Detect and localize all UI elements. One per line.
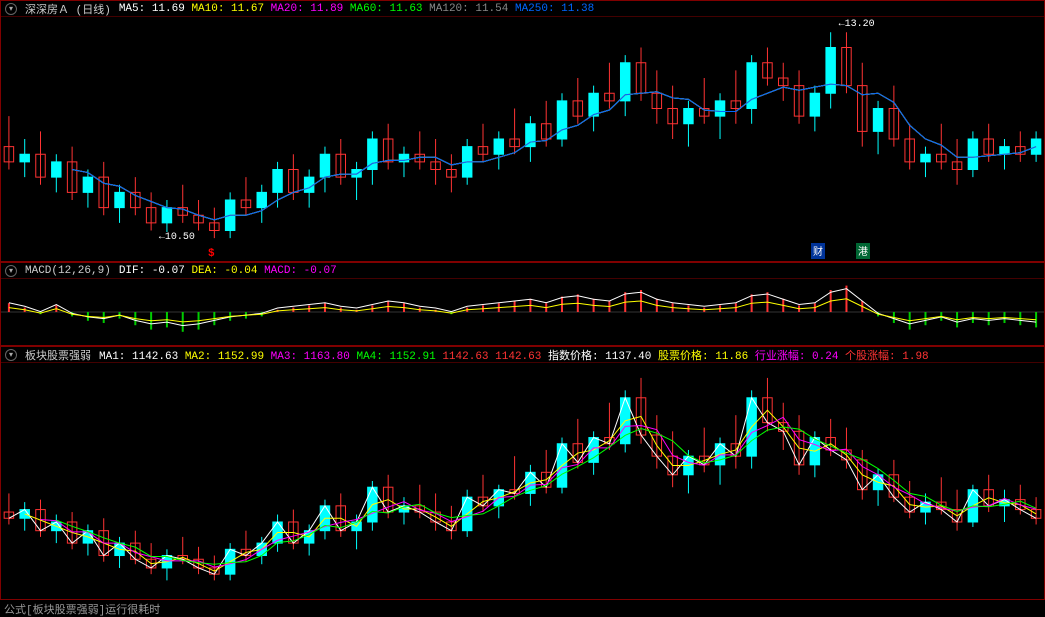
- dollar-marker: $: [208, 248, 215, 260]
- stock-tag: 港: [856, 243, 870, 259]
- chart2-body[interactable]: [1, 279, 1044, 345]
- collapse-icon[interactable]: ▾: [5, 3, 17, 15]
- panel3-title: 板块股票强弱: [25, 347, 91, 363]
- chart1-body[interactable]: ←13.20 ←10.50 财 港 $: [1, 17, 1044, 261]
- sector-panel[interactable]: ▾ 板块股票强弱 MA1: 1142.63 MA2: 1152.99 MA3: …: [0, 346, 1045, 600]
- macd-panel[interactable]: ▾ MACD(12,26,9) DIF: -0.07 DEA: -0.04 MA…: [0, 262, 1045, 346]
- chart3-body[interactable]: [1, 363, 1044, 599]
- panel3-header: ▾ 板块股票强弱 MA1: 1142.63 MA2: 1152.99 MA3: …: [1, 347, 1044, 363]
- low-price-label: ←10.50: [159, 232, 195, 243]
- panel2-title: MACD(12,26,9): [25, 265, 111, 277]
- panel2-header: ▾ MACD(12,26,9) DIF: -0.07 DEA: -0.04 MA…: [1, 263, 1044, 279]
- high-price-label: ←13.20: [839, 19, 875, 30]
- panel1-header: ▾ 深深房Ａ (日线) MA5: 11.69 MA10: 11.67 MA20:…: [1, 1, 1044, 17]
- collapse-icon[interactable]: ▾: [5, 349, 17, 361]
- collapse-icon[interactable]: ▾: [5, 265, 17, 277]
- footer-status: 公式[板块股票强弱]运行很耗时: [0, 600, 1045, 616]
- candlestick-panel-main[interactable]: ▾ 深深房Ａ (日线) MA5: 11.69 MA10: 11.67 MA20:…: [0, 0, 1045, 262]
- panel1-title: 深深房Ａ (日线): [25, 1, 111, 17]
- stock-tag: 财: [811, 243, 825, 259]
